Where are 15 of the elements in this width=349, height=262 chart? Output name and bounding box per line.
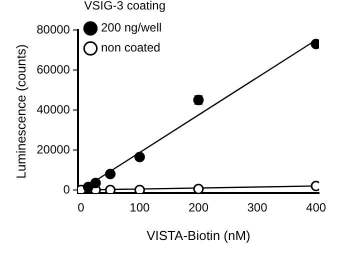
y-axis-title: Luminescence (counts) (13, 44, 28, 179)
legend-label: 200 ng/well (100, 20, 162, 35)
x-tick-label: 0 (78, 200, 85, 215)
x-tick-label: 300 (247, 200, 268, 215)
x-tick-label: 400 (306, 200, 326, 215)
y-tick-label: 20000 (36, 142, 70, 156)
x-tick-label: 200 (188, 200, 209, 215)
x-axis-title: VISTA-Biotin (nM) (146, 228, 250, 243)
y-tick-label: 0 (63, 182, 70, 196)
legend-title: VSIG-3 coating (84, 0, 166, 12)
y-tick-label: 60000 (36, 62, 70, 76)
x-tick-label: 100 (130, 200, 150, 215)
legend-label: non coated (100, 40, 160, 55)
y-tick-label: 40000 (36, 102, 70, 116)
y-tick-label: 80000 (36, 22, 70, 36)
